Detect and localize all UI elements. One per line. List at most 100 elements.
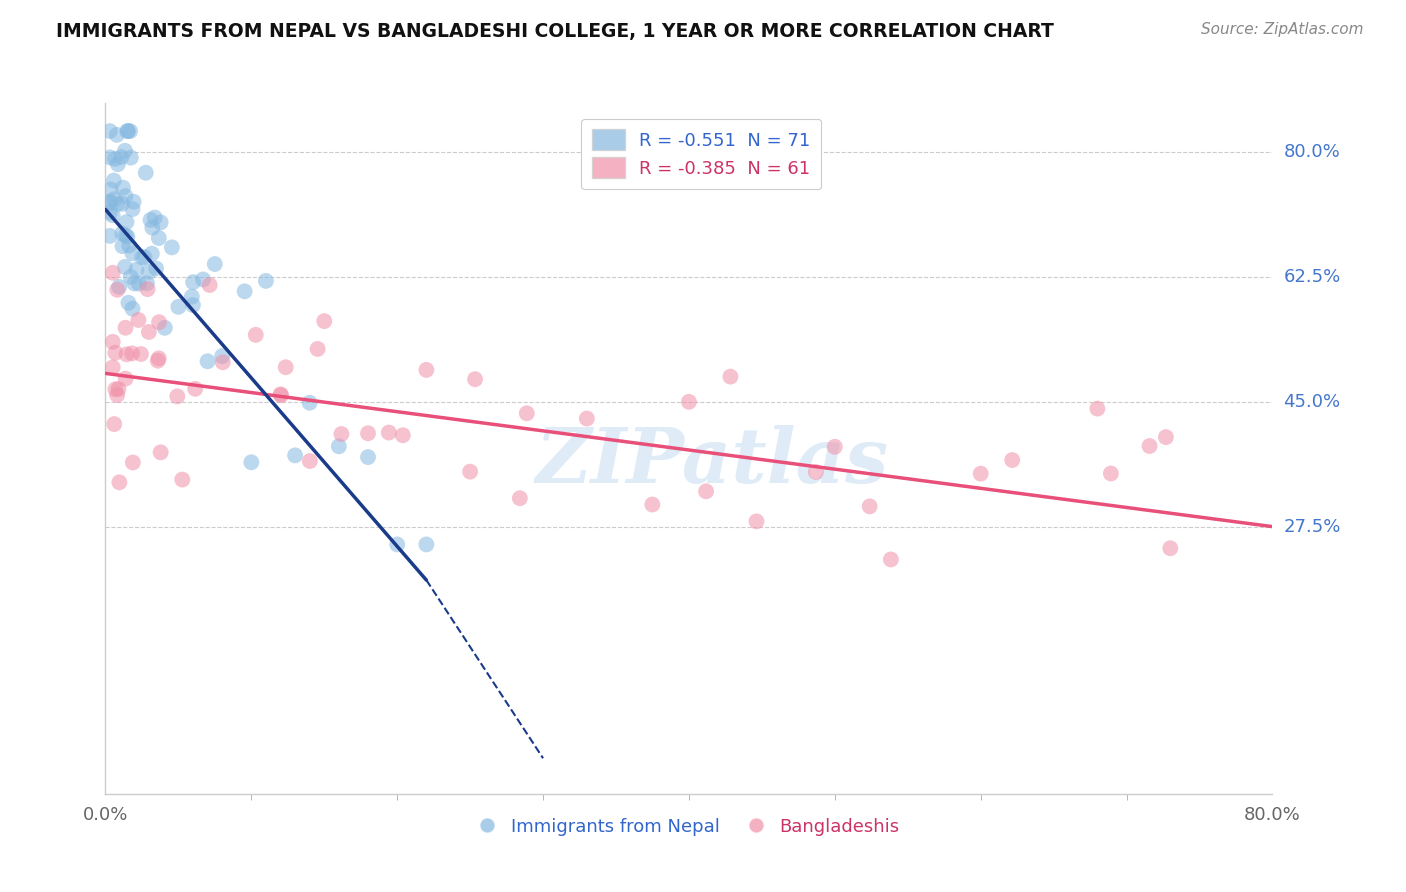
Point — [970, 467, 993, 481]
Point — [117, 124, 139, 138]
Point — [1154, 430, 1177, 444]
Point — [146, 353, 169, 368]
Point — [181, 275, 204, 289]
Point — [120, 124, 142, 138]
Point — [122, 194, 145, 209]
Point — [101, 266, 124, 280]
Point — [1099, 467, 1122, 481]
Point — [284, 449, 307, 463]
Point — [804, 465, 827, 479]
Point — [274, 360, 297, 375]
Point — [204, 257, 226, 271]
Point — [464, 372, 486, 386]
Point — [641, 498, 664, 512]
Point — [121, 246, 143, 260]
Point — [120, 270, 142, 285]
Point — [117, 230, 139, 244]
Text: Source: ZipAtlas.com: Source: ZipAtlas.com — [1201, 22, 1364, 37]
Point — [149, 215, 172, 229]
Point — [114, 189, 136, 203]
Point — [695, 484, 717, 499]
Point — [824, 440, 846, 454]
Point — [103, 192, 125, 206]
Text: ZIPatlas: ZIPatlas — [536, 425, 889, 499]
Point — [98, 205, 121, 219]
Point — [509, 491, 531, 506]
Point — [184, 382, 207, 396]
Point — [859, 500, 882, 514]
Point — [153, 320, 176, 334]
Point — [1159, 541, 1181, 556]
Text: 27.5%: 27.5% — [1284, 517, 1341, 535]
Point — [127, 313, 149, 327]
Point — [1139, 439, 1161, 453]
Point — [458, 465, 481, 479]
Point — [139, 213, 162, 227]
Point — [233, 285, 256, 299]
Point — [135, 166, 157, 180]
Point — [98, 150, 121, 164]
Point — [197, 354, 219, 368]
Point — [415, 363, 437, 377]
Point — [101, 360, 124, 375]
Point — [121, 346, 143, 360]
Point — [108, 280, 131, 294]
Point — [134, 250, 156, 264]
Point — [103, 173, 125, 187]
Point — [121, 202, 143, 216]
Point — [148, 231, 170, 245]
Text: 45.0%: 45.0% — [1284, 392, 1341, 411]
Point — [114, 228, 136, 243]
Point — [298, 454, 321, 468]
Point — [181, 298, 204, 312]
Point — [378, 425, 401, 440]
Point — [105, 128, 128, 142]
Point — [98, 194, 121, 209]
Point — [100, 182, 122, 196]
Point — [107, 157, 129, 171]
Point — [107, 382, 129, 396]
Point — [148, 351, 170, 366]
Point — [198, 278, 221, 293]
Point — [880, 552, 903, 566]
Point — [148, 315, 170, 329]
Point — [104, 382, 127, 396]
Point — [114, 260, 136, 274]
Point — [745, 515, 768, 529]
Point — [160, 240, 183, 254]
Point — [172, 473, 194, 487]
Point — [240, 455, 263, 469]
Point — [104, 152, 127, 166]
Point — [1087, 401, 1109, 416]
Point — [415, 537, 437, 551]
Point — [307, 342, 329, 356]
Point — [149, 445, 172, 459]
Text: 80.0%: 80.0% — [1284, 144, 1340, 161]
Point — [357, 450, 380, 464]
Point — [117, 124, 139, 138]
Point — [298, 396, 321, 410]
Point — [357, 426, 380, 441]
Point — [105, 197, 128, 211]
Point — [115, 347, 138, 361]
Point — [131, 251, 153, 265]
Point — [138, 265, 160, 279]
Point — [141, 220, 163, 235]
Point — [211, 355, 233, 369]
Point — [191, 272, 214, 286]
Point — [101, 208, 124, 222]
Point — [1001, 453, 1024, 467]
Point — [118, 238, 141, 252]
Text: IMMIGRANTS FROM NEPAL VS BANGLADESHI COLLEGE, 1 YEAR OR MORE CORRELATION CHART: IMMIGRANTS FROM NEPAL VS BANGLADESHI COL… — [56, 22, 1054, 41]
Point — [115, 215, 138, 229]
Point — [270, 387, 292, 401]
Point — [391, 428, 413, 442]
Point — [678, 394, 700, 409]
Point — [111, 197, 134, 211]
Text: 62.5%: 62.5% — [1284, 268, 1341, 286]
Point — [101, 334, 124, 349]
Point — [114, 320, 136, 334]
Point — [120, 151, 142, 165]
Point — [720, 369, 742, 384]
Point — [104, 345, 127, 359]
